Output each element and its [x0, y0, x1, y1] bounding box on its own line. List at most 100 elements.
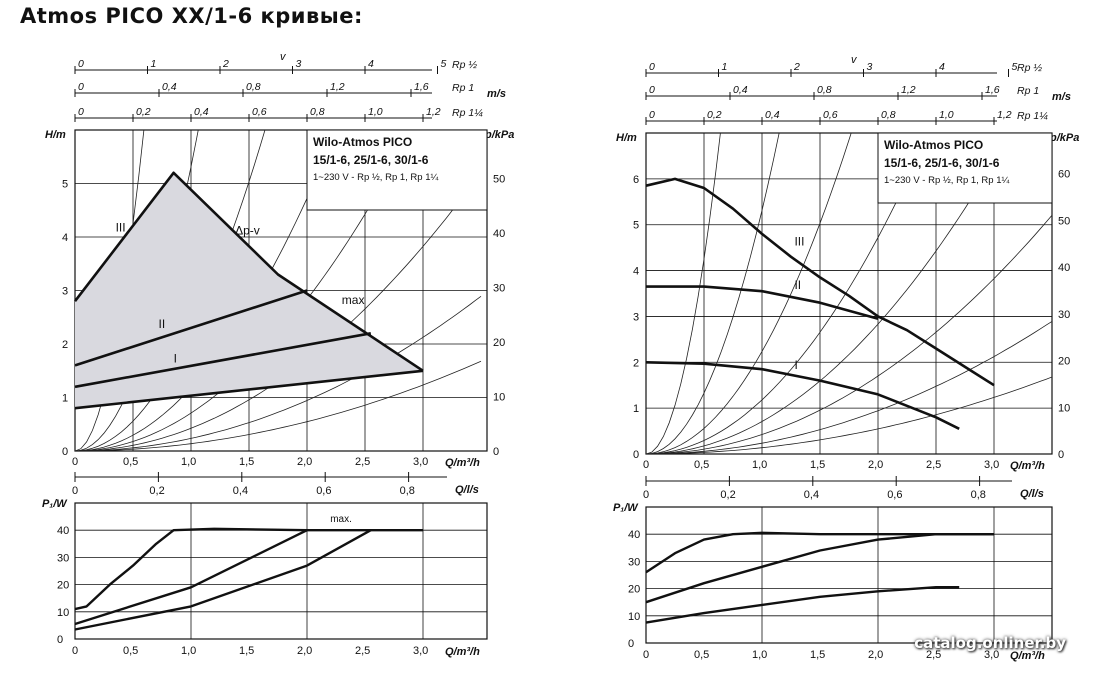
head-curve-iii	[73, 171, 424, 372]
head-annotation: II	[159, 317, 166, 331]
head-y-tick-label: 5	[62, 179, 68, 191]
ms-axis-label: m/s	[1052, 91, 1071, 103]
power-x-tick-label: 0	[643, 649, 649, 661]
power-x-tick-label: 3,0	[984, 649, 999, 661]
head-y-tick-label: 5	[633, 220, 639, 232]
head-curve-iii	[645, 177, 995, 387]
qls-tick-label: 0,6	[887, 489, 902, 501]
power-annotation: max.	[330, 514, 352, 525]
power-x-tick-label: 0,5	[123, 645, 138, 657]
velocity-row-name: Rp ½	[1017, 62, 1042, 74]
system-curve	[75, 360, 482, 451]
system-curve	[75, 130, 145, 451]
head-y-tick-label: 2	[62, 339, 68, 351]
velocity-tick-label: 1	[722, 61, 728, 73]
head-annotation: Δp-v	[235, 223, 260, 237]
head-right-tick-label: 50	[493, 173, 505, 185]
qls-tick-label: 0	[72, 485, 78, 497]
operating-area	[75, 172, 423, 409]
power-y-tick-label: 0	[628, 638, 634, 650]
velocity-tick-label: 0,8	[817, 84, 832, 96]
velocity-tick-label: 1,6	[985, 84, 1000, 96]
power-x-tick-label: 2,0	[868, 649, 883, 661]
qls-tick-label: 0,8	[400, 485, 415, 497]
head-right-tick-label: 50	[1058, 215, 1070, 227]
velocity-row-name: Rp 1¼	[1017, 110, 1048, 122]
head-y-label: H/m	[45, 129, 66, 141]
head-right-tick-label: 20	[493, 337, 505, 349]
chart-2: v0 1 2 3 4 5 Rp ½0 0,4 0,8 1,2 1,6 Rp 10 0,2 0,4 0,6 0,…	[613, 54, 1079, 662]
head-right-label: p/kPa	[1049, 132, 1079, 144]
power-y-tick-label: 40	[57, 525, 69, 537]
watermark: catalog.onliner.by	[914, 634, 1066, 652]
head-x-tick-label: 0,5	[694, 459, 709, 471]
head-x-tick-label: 1,5	[239, 456, 254, 468]
power-y-tick-label: 40	[628, 529, 640, 541]
head-right-tick-label: 40	[493, 228, 505, 240]
velocity-tick-label: 0	[649, 84, 655, 96]
head-y-tick-label: 4	[62, 232, 68, 244]
info-title: Wilo-Atmos PICO	[884, 138, 983, 152]
head-annotation: II	[794, 278, 801, 292]
velocity-tick-label: 0,4	[765, 109, 780, 121]
velocity-tick-label: 3	[867, 61, 873, 73]
qls-tick-label: 0,6	[316, 485, 331, 497]
power-plot-frame	[645, 506, 1053, 644]
velocity-tick-label: 1,2	[901, 84, 916, 96]
qls-tick-label: 0,2	[720, 489, 735, 501]
power-x-tick-label: 1,0	[181, 645, 196, 657]
power-curve	[74, 529, 372, 631]
head-x-tick-label: 2,0	[868, 459, 883, 471]
head-annotation: I	[174, 352, 177, 366]
head-x-tick-label: 1,0	[752, 459, 767, 471]
head-x-tick-label: 1,0	[181, 456, 196, 468]
head-y-tick-label: 3	[633, 311, 639, 323]
qls-tick-label: 0	[643, 489, 649, 501]
head-x-tick-label: 2,5	[926, 459, 941, 471]
power-y-tick-label: 0	[57, 634, 63, 646]
head-annotation: max	[342, 293, 365, 307]
head-right-tick-label: 0	[493, 446, 499, 458]
velocity-tick-label: 2	[222, 58, 229, 70]
system-curve	[646, 376, 1052, 454]
head-curve-i	[74, 332, 372, 389]
head-x-tick-label: 2,5	[355, 456, 370, 468]
power-x-tick-label: 2,5	[355, 645, 370, 657]
info-models: 15/1-6, 25/1-6, 30/1-6	[313, 153, 429, 167]
power-curve	[645, 586, 960, 624]
power-y-tick-label: 20	[628, 584, 640, 596]
head-y-tick-label: 1	[633, 403, 639, 415]
velocity-tick-label: 1,6	[414, 81, 429, 93]
velocity-tick-label: 0,4	[733, 84, 748, 96]
page-title: Atmos PICO XX/1-6 кривые:	[20, 4, 363, 28]
info-sub: 1~230 V - Rp ½, Rp 1, Rp 1¼	[884, 175, 1010, 186]
velocity-tick-label: 0,4	[162, 81, 177, 93]
qls-tick-label: 0,8	[971, 489, 986, 501]
power-x-label: Q/m³/h	[1010, 650, 1045, 662]
velocity-tick-label: 1,2	[426, 106, 441, 118]
power-x-tick-label: 0,5	[694, 649, 709, 661]
info-box	[877, 132, 1053, 204]
head-right-tick-label: 60	[1058, 169, 1070, 181]
power-curve	[645, 533, 994, 604]
ms-axis-label: m/s	[487, 88, 506, 100]
head-x-label: Q/m³/h	[445, 457, 480, 469]
power-x-tick-label: 3,0	[413, 645, 428, 657]
head-annotation: III	[794, 234, 804, 248]
v-axis-label: v	[280, 51, 287, 63]
system-curve	[646, 215, 1052, 454]
velocity-row-name: Rp 1¼	[452, 107, 483, 119]
info-box	[306, 129, 488, 211]
head-y-label: H/m	[616, 132, 637, 144]
head-x-tick-label: 0	[643, 459, 649, 471]
head-x-tick-label: 3,0	[984, 459, 999, 471]
qls-tick-label: 0,4	[804, 489, 819, 501]
system-curve	[75, 130, 266, 451]
velocity-tick-label: 0,6	[823, 109, 838, 121]
head-y-tick-label: 0	[633, 449, 639, 461]
power-y-label: P₁/W	[613, 502, 639, 514]
head-y-tick-label: 3	[62, 286, 68, 298]
head-right-tick-label: 0	[1058, 449, 1064, 461]
power-curve	[645, 531, 994, 574]
system-curve	[646, 133, 780, 454]
